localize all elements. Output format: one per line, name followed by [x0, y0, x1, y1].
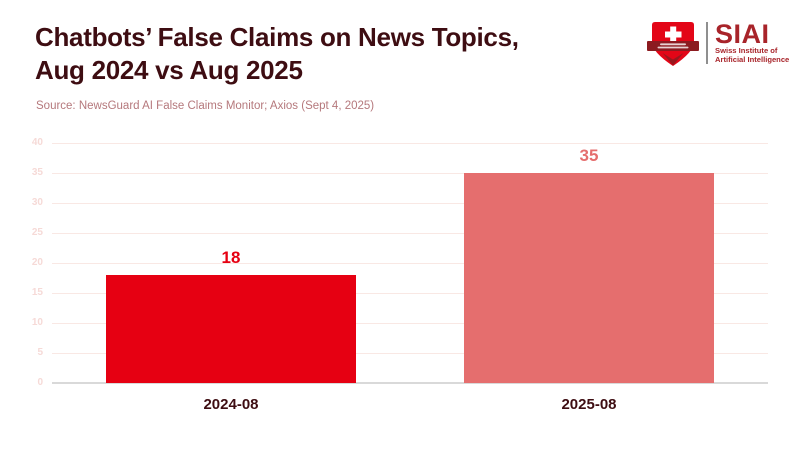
- logo-text: SIAI Swiss Institute of Artificial Intel…: [715, 20, 789, 65]
- bar-2024-08: [106, 275, 356, 383]
- y-tick-label-5: 5: [37, 346, 43, 358]
- x-axis-line: [52, 382, 768, 384]
- gridline-25: [52, 233, 768, 234]
- y-tick-label-35: 35: [31, 166, 43, 178]
- y-tick-label-20: 20: [31, 256, 43, 268]
- gridline-20: [52, 263, 768, 264]
- page-title-line1: Chatbots’ False Claims on News Topics,: [35, 22, 519, 52]
- y-tick-label-0: 0: [37, 376, 43, 388]
- page-title-line2: Aug 2024 vs Aug 2025: [35, 55, 303, 85]
- logo-subtitle-line1: Swiss Institute of: [715, 46, 778, 55]
- page-title: Chatbots’ False Claims on News Topics, A…: [35, 21, 519, 87]
- siai-shield-icon: [647, 22, 699, 66]
- bar-value-label-2025-08: 35: [579, 146, 599, 165]
- logo-subtitle-line2: Artificial Intelligence: [715, 54, 790, 64]
- x-category-label-2024-08: 2024-08: [203, 396, 259, 413]
- bar-chart-plot: 0 5 10 15 20 25 30 35 40 18 2024-08 35 2025-08: [32, 137, 768, 413]
- gridline-40: [52, 143, 768, 144]
- y-tick-label-25: 25: [31, 226, 43, 238]
- gridline-35: [52, 173, 768, 174]
- logo-acronym: SIAI: [715, 19, 770, 49]
- x-category-label-2025-08: 2025-08: [561, 396, 617, 413]
- y-tick-label-10: 10: [31, 316, 43, 328]
- logo-divider: [706, 22, 708, 64]
- gridline-15: [52, 293, 768, 294]
- y-tick-label-15: 15: [31, 286, 43, 298]
- source-note: Source: NewsGuard AI False Claims Monito…: [36, 100, 375, 112]
- siai-logo: SIAI Swiss Institute of Artificial Intel…: [647, 20, 789, 68]
- bar-2025-08: [464, 173, 714, 383]
- gridline-10: [52, 323, 768, 324]
- gridline-5: [52, 353, 768, 354]
- y-tick-label-30: 30: [31, 196, 43, 208]
- bar-value-label-2024-08: 18: [221, 248, 241, 267]
- gridline-30: [52, 203, 768, 204]
- y-tick-label-40: 40: [31, 136, 43, 148]
